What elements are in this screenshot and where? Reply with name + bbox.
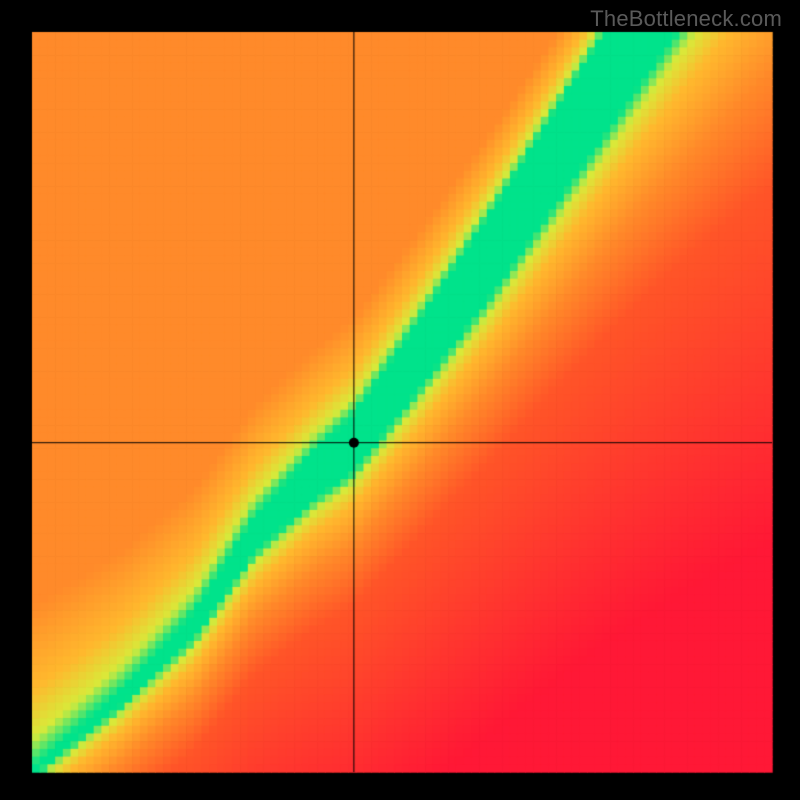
bottleneck-heatmap [0, 0, 800, 800]
chart-container: TheBottleneck.com [0, 0, 800, 800]
watermark-text: TheBottleneck.com [590, 6, 782, 32]
